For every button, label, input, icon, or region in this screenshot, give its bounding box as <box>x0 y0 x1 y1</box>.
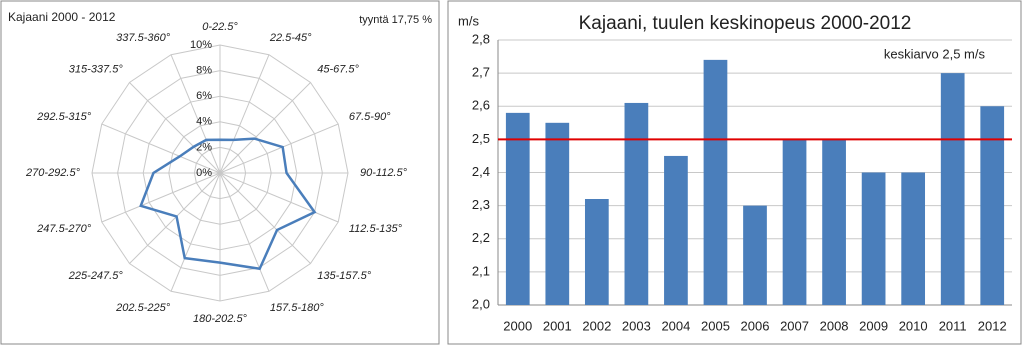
grid-ring <box>193 146 247 200</box>
category-label: 180-202.5° <box>193 313 248 325</box>
y-tick-label: 2,3 <box>472 197 490 212</box>
r-tick-label: 8% <box>196 65 212 77</box>
bar <box>664 155 688 305</box>
bar <box>901 172 926 305</box>
category-label: 0-22.5° <box>202 21 238 33</box>
category-label: 157.5-180° <box>270 302 325 314</box>
category-label: 67.5-90° <box>349 111 391 123</box>
x-tick-label: 2005 <box>701 318 730 333</box>
radar-title: Kajaani 2000 - 2012 <box>8 10 116 24</box>
category-label: 90-112.5° <box>360 167 408 179</box>
y-tick-label: 2,8 <box>472 31 490 46</box>
x-tick-label: 2001 <box>543 318 572 333</box>
bar <box>861 172 886 305</box>
r-tick-label: 0% <box>196 167 212 179</box>
bar-title: Kajaani, tuulen keskinopeus 2000-2012 <box>579 13 912 34</box>
spoke <box>101 172 221 223</box>
x-tick-label: 2010 <box>899 318 928 333</box>
bar <box>782 139 807 305</box>
y-tick-label: 2,2 <box>472 230 490 245</box>
r-tick-label: 10% <box>190 39 212 51</box>
spoke <box>129 172 221 264</box>
y-tick-label: 2,0 <box>472 296 490 311</box>
spoke <box>219 172 270 292</box>
spoke <box>101 123 221 174</box>
x-tick-label: 2007 <box>780 318 809 333</box>
x-tick-label: 2011 <box>939 318 967 333</box>
x-tick-label: 2008 <box>820 318 849 333</box>
r-tick-label: 6% <box>196 90 212 102</box>
y-axis-label: m/s <box>458 13 479 28</box>
category-label: 292.5-315° <box>36 111 92 123</box>
y-tick-label: 2,6 <box>472 98 490 113</box>
category-label: 202.5-225° <box>115 302 171 314</box>
x-tick-label: 2003 <box>622 318 651 333</box>
spoke <box>219 123 339 174</box>
spoke <box>129 82 221 174</box>
category-label: 45-67.5° <box>317 64 359 76</box>
spoke <box>170 54 221 174</box>
x-tick-label: 2002 <box>582 318 611 333</box>
category-label: 337.5-360° <box>116 32 171 44</box>
r-tick-label: 4% <box>196 116 212 128</box>
bar <box>584 199 609 305</box>
radar-annotation: tyyntä 17,75 % <box>359 14 432 26</box>
category-label: 270-292.5° <box>25 167 81 179</box>
spoke <box>219 172 339 223</box>
y-tick-label: 2,1 <box>472 263 490 278</box>
bar-annotation: keskiarvo 2,5 m/s <box>884 46 986 61</box>
grid-ring <box>142 95 298 251</box>
bar <box>703 59 728 305</box>
category-label: 135-157.5° <box>317 270 372 282</box>
grid-ring <box>91 44 349 302</box>
grid-ring <box>168 121 272 225</box>
y-tick-label: 2,4 <box>472 164 490 179</box>
x-tick-label: 2004 <box>661 318 690 333</box>
bar <box>624 102 649 305</box>
spoke <box>219 82 311 174</box>
spoke <box>170 172 221 292</box>
y-tick-label: 2,5 <box>472 131 490 146</box>
bar <box>822 139 846 305</box>
bar <box>743 205 767 305</box>
radar-line <box>139 137 317 271</box>
category-label: 315-337.5° <box>69 64 124 76</box>
category-label: 225-247.5° <box>68 270 124 282</box>
bar <box>545 122 570 305</box>
x-tick-label: 2009 <box>859 318 888 333</box>
y-tick-label: 2,7 <box>472 65 490 80</box>
spoke <box>219 172 311 264</box>
x-tick-label: 2006 <box>741 318 770 333</box>
spoke <box>219 54 270 174</box>
category-label: 247.5-270° <box>36 223 92 235</box>
x-tick-label: 2012 <box>978 318 1007 333</box>
category-label: 112.5-135° <box>349 223 403 235</box>
x-tick-label: 2000 <box>503 318 532 333</box>
bar <box>505 112 530 305</box>
bar <box>980 106 1005 305</box>
bar <box>940 73 965 305</box>
grid-ring <box>117 70 323 276</box>
category-label: 22.5-45° <box>269 32 312 44</box>
